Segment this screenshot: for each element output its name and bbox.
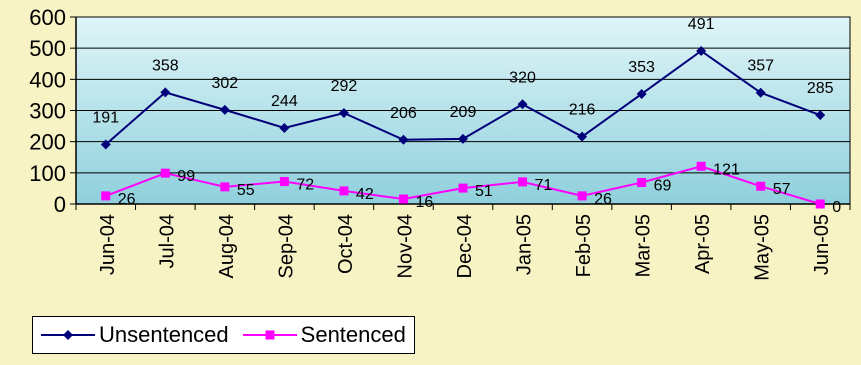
xtick-label-jan-05: Jan-05 xyxy=(514,214,536,275)
xtick-label-sep-04: Sep-04 xyxy=(275,214,297,279)
point-sentenced-6 xyxy=(458,183,468,193)
point-sentenced-0 xyxy=(101,191,111,201)
xtick-label-jun-04: Jun-04 xyxy=(97,214,119,275)
ytick-label-600: 600 xyxy=(29,5,66,30)
data-label-sentenced-8: 26 xyxy=(594,191,612,208)
data-label-unsentenced-8: 216 xyxy=(569,102,596,119)
xtick-label-may-05: May-05 xyxy=(752,214,774,281)
point-sentenced-1 xyxy=(160,168,170,178)
data-label-sentenced-5: 16 xyxy=(415,194,433,211)
data-label-unsentenced-5: 206 xyxy=(390,105,417,122)
point-sentenced-12 xyxy=(815,199,825,209)
point-sentenced-9 xyxy=(637,177,647,187)
point-unsentenced-5 xyxy=(398,134,409,145)
data-label-unsentenced-6: 209 xyxy=(450,104,477,121)
ytick-label-100: 100 xyxy=(29,161,66,186)
xtick-label-oct-04: Oct-04 xyxy=(335,214,357,274)
legend-label-unsentenced: Unsentenced xyxy=(99,322,229,347)
data-label-unsentenced-4: 292 xyxy=(331,78,358,95)
data-label-unsentenced-3: 244 xyxy=(271,93,298,110)
data-label-sentenced-10: 121 xyxy=(713,161,740,178)
point-unsentenced-1 xyxy=(160,87,171,98)
point-sentenced-11 xyxy=(756,181,766,191)
point-unsentenced-4 xyxy=(338,107,349,118)
legend-swatch-unsentenced xyxy=(41,330,95,340)
data-label-sentenced-11: 57 xyxy=(773,181,791,198)
point-sentenced-3 xyxy=(279,177,289,187)
point-unsentenced-3 xyxy=(279,122,290,133)
point-sentenced-5 xyxy=(398,194,408,204)
legend-item-unsentenced: Unsentenced xyxy=(41,322,229,348)
data-label-unsentenced-10: 491 xyxy=(688,16,715,33)
data-label-sentenced-0: 26 xyxy=(118,191,136,208)
point-sentenced-7 xyxy=(518,177,528,187)
point-unsentenced-11 xyxy=(755,87,766,98)
point-unsentenced-12 xyxy=(815,110,826,121)
point-sentenced-10 xyxy=(696,161,706,171)
data-label-sentenced-6: 51 xyxy=(475,183,493,200)
data-label-sentenced-7: 71 xyxy=(535,177,553,194)
xtick-label-jul-04: Jul-04 xyxy=(156,214,178,268)
data-label-sentenced-1: 99 xyxy=(177,168,195,185)
data-label-unsentenced-9: 353 xyxy=(628,59,655,76)
legend: Unsentenced Sentenced xyxy=(32,316,415,354)
point-unsentenced-6 xyxy=(458,133,468,144)
data-label-unsentenced-2: 302 xyxy=(211,75,238,92)
xtick-label-aug-04: Aug-04 xyxy=(216,214,238,279)
point-sentenced-4 xyxy=(339,186,349,196)
xtick-label-jun-05: Jun-05 xyxy=(811,214,833,275)
ytick-label-500: 500 xyxy=(29,36,66,61)
data-label-sentenced-3: 72 xyxy=(296,177,314,194)
ytick-label-200: 200 xyxy=(29,130,66,155)
data-label-unsentenced-0: 191 xyxy=(92,109,119,126)
data-label-sentenced-2: 55 xyxy=(237,182,255,199)
data-label-unsentenced-1: 358 xyxy=(152,57,179,74)
point-unsentenced-9 xyxy=(636,88,647,99)
data-label-unsentenced-12: 285 xyxy=(807,80,834,97)
xtick-label-nov-04: Nov-04 xyxy=(394,214,416,278)
xtick-label-apr-05: Apr-05 xyxy=(692,214,714,274)
xtick-label-dec-04: Dec-04 xyxy=(454,214,476,278)
legend-label-sentenced: Sentenced xyxy=(300,322,406,347)
point-unsentenced-10 xyxy=(696,45,707,56)
xtick-label-mar-05: Mar-05 xyxy=(633,214,655,277)
data-label-unsentenced-7: 320 xyxy=(509,69,536,86)
data-label-sentenced-12: 0 xyxy=(832,199,841,216)
ytick-label-0: 0 xyxy=(54,192,66,217)
xtick-label-feb-05: Feb-05 xyxy=(573,214,595,277)
data-label-unsentenced-11: 357 xyxy=(747,58,774,75)
point-unsentenced-2 xyxy=(219,104,230,115)
ytick-label-400: 400 xyxy=(29,67,66,92)
point-sentenced-8 xyxy=(577,191,587,201)
point-unsentenced-8 xyxy=(577,131,588,142)
legend-swatch-sentenced xyxy=(242,330,297,340)
legend-item-sentenced: Sentenced xyxy=(242,322,406,348)
ytick-label-300: 300 xyxy=(29,99,66,124)
point-sentenced-2 xyxy=(220,182,230,192)
point-unsentenced-7 xyxy=(517,99,528,110)
data-label-sentenced-9: 69 xyxy=(654,177,672,194)
data-label-sentenced-4: 42 xyxy=(356,186,374,203)
point-unsentenced-0 xyxy=(100,139,111,150)
